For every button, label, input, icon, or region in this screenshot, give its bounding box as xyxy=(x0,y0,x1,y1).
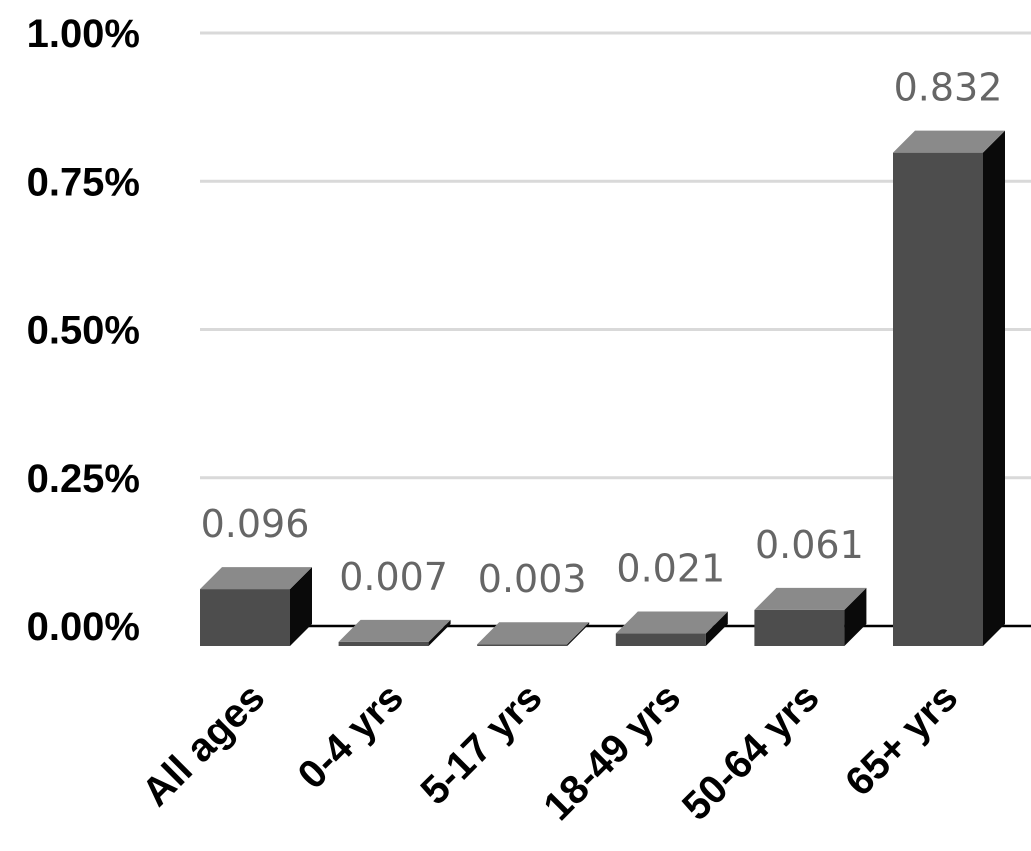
bar-side xyxy=(290,567,312,646)
bar-side xyxy=(705,611,728,646)
data-label: 0.096 xyxy=(201,502,310,546)
bar-side xyxy=(567,622,590,646)
y-axis-tick-labels: 0.00% 0.25% 0.50% 0.75% 1.00% xyxy=(27,12,140,649)
x-tick-label: 65+ yrs xyxy=(837,675,966,804)
data-labels: 0.096 0.007 0.003 0.021 0.061 0.832 xyxy=(201,66,1003,602)
bar-side xyxy=(983,130,1005,646)
bar xyxy=(200,567,312,646)
bar-front xyxy=(200,589,290,646)
x-tick-label: All ages xyxy=(134,675,274,815)
x-tick-label: 5-17 yrs xyxy=(413,675,551,813)
x-tick-label: 18-49 yrs xyxy=(535,675,689,829)
data-label: 0.003 xyxy=(478,557,587,601)
data-label: 0.007 xyxy=(339,555,448,599)
bar xyxy=(477,622,590,646)
bar-side xyxy=(428,619,451,646)
bar-top xyxy=(754,587,867,610)
y-tick-label: 0.75% xyxy=(27,160,140,204)
bar-top xyxy=(893,130,1005,153)
bar-top xyxy=(338,619,451,642)
bars xyxy=(200,130,1005,646)
x-tick-label: 50-64 yrs xyxy=(674,675,828,829)
bar-front xyxy=(615,633,706,646)
x-tick-label: 0-4 yrs xyxy=(290,675,412,797)
y-tick-label: 0.25% xyxy=(27,457,140,501)
bar xyxy=(893,130,1005,646)
y-tick-label: 0.00% xyxy=(27,605,140,649)
bar xyxy=(615,611,728,646)
bar-top xyxy=(477,622,590,645)
data-label: 0.832 xyxy=(894,66,1003,110)
bar-top xyxy=(615,611,728,634)
bar-front xyxy=(893,152,983,646)
bar-front xyxy=(477,644,568,646)
bar-top xyxy=(200,567,312,590)
data-label: 0.061 xyxy=(755,523,864,567)
data-label: 0.021 xyxy=(616,547,725,591)
bar-side xyxy=(844,587,867,646)
bar-front xyxy=(754,609,845,646)
bar xyxy=(338,619,451,646)
y-tick-label: 0.50% xyxy=(27,309,140,353)
bar xyxy=(754,587,867,646)
y-tick-label: 1.00% xyxy=(27,12,140,56)
bar-front xyxy=(338,641,429,646)
gridlines xyxy=(200,31,1031,480)
